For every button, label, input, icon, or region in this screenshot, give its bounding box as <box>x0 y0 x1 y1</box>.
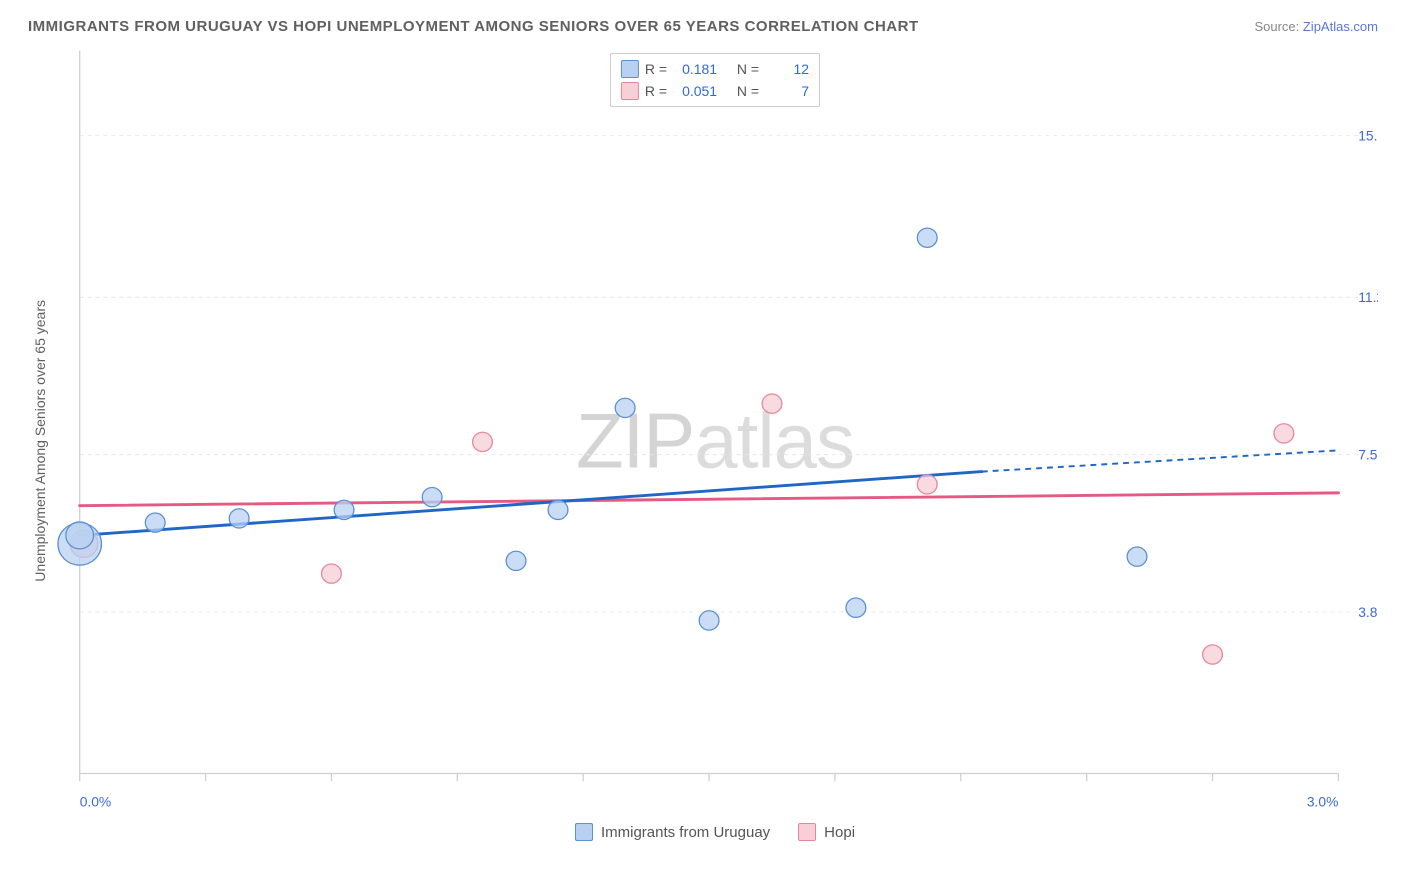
plot-svg: 3.8% 7.5% 11.2% 15.0% 0.0% 3.0% <box>52 41 1378 841</box>
svg-text:0.0%: 0.0% <box>80 794 112 809</box>
legend-item-uruguay: Immigrants from Uruguay <box>575 823 770 841</box>
n-value-uruguay: 12 <box>765 58 809 80</box>
r-label: R = <box>645 58 667 80</box>
legend-item-hopi: Hopi <box>798 823 855 841</box>
svg-text:11.2%: 11.2% <box>1358 290 1378 305</box>
correlation-legend: R = 0.181 N = 12 R = 0.051 N = 7 <box>610 53 820 107</box>
legend-row-hopi: R = 0.051 N = 7 <box>621 80 809 102</box>
title-row: IMMIGRANTS FROM URUGUAY VS HOPI UNEMPLOY… <box>28 18 1378 35</box>
swatch-hopi <box>798 823 816 841</box>
n-label: N = <box>737 80 759 102</box>
source-link[interactable]: ZipAtlas.com <box>1303 19 1378 34</box>
source-label: Source: ZipAtlas.com <box>1254 19 1378 34</box>
axis-layer <box>80 51 1339 782</box>
chart-wrap: IMMIGRANTS FROM URUGUAY VS HOPI UNEMPLOY… <box>0 0 1406 892</box>
grid-layer <box>80 136 1359 612</box>
trend-layer <box>80 450 1339 535</box>
n-label: N = <box>737 58 759 80</box>
tick-label-layer: 3.8% 7.5% 11.2% 15.0% 0.0% 3.0% <box>80 129 1378 810</box>
svg-text:3.0%: 3.0% <box>1307 794 1339 809</box>
svg-text:15.0%: 15.0% <box>1358 129 1378 144</box>
swatch-uruguay <box>575 823 593 841</box>
r-value-hopi: 0.051 <box>673 80 717 102</box>
r-label: R = <box>645 80 667 102</box>
legend-row-uruguay: R = 0.181 N = 12 <box>621 58 809 80</box>
series-legend: Immigrants from Uruguay Hopi <box>52 823 1378 841</box>
points-layer <box>58 228 1294 664</box>
plot-container: ZIPatlas 3.8%7.5%11.2%15.0%0.0%3.0% R = … <box>52 41 1378 841</box>
swatch-uruguay <box>621 60 639 78</box>
chart-title: IMMIGRANTS FROM URUGUAY VS HOPI UNEMPLOY… <box>28 18 919 35</box>
r-value-uruguay: 0.181 <box>673 58 717 80</box>
source-prefix: Source: <box>1254 19 1302 34</box>
legend-label-uruguay: Immigrants from Uruguay <box>601 824 770 841</box>
legend-label-hopi: Hopi <box>824 824 855 841</box>
n-value-hopi: 7 <box>765 80 809 102</box>
chart-region: Unemployment Among Seniors over 65 years… <box>28 41 1378 841</box>
swatch-hopi <box>621 82 639 100</box>
y-axis-label: Unemployment Among Seniors over 65 years <box>28 300 52 582</box>
svg-text:3.8%: 3.8% <box>1358 605 1378 620</box>
svg-text:7.5%: 7.5% <box>1358 448 1378 463</box>
